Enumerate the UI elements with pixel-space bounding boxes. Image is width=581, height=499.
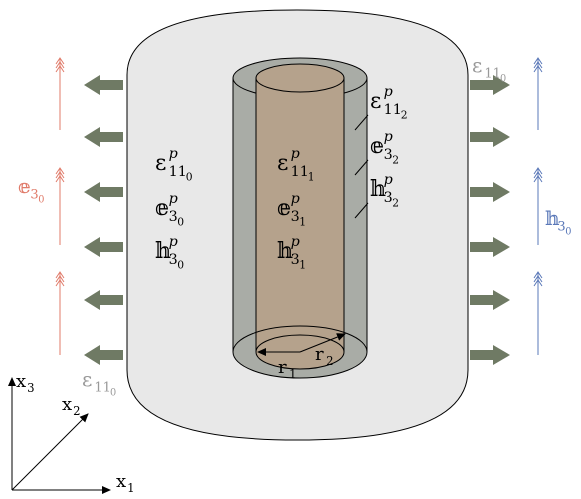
label-base: 𝕖 bbox=[155, 196, 169, 221]
label-base: ε bbox=[472, 53, 482, 77]
label-sup: p bbox=[169, 191, 178, 207]
load-arrow bbox=[470, 290, 510, 310]
label-base: x bbox=[16, 371, 26, 392]
load-arrow bbox=[470, 237, 510, 257]
core-top bbox=[256, 64, 344, 92]
load-arrow bbox=[84, 182, 123, 202]
label-sub: 11 bbox=[291, 164, 309, 180]
label-sup: p bbox=[291, 146, 300, 162]
label-sup: p bbox=[169, 146, 178, 162]
label-sub: 3 bbox=[27, 381, 34, 395]
label-base: r bbox=[278, 357, 287, 378]
label-subsub: 0 bbox=[110, 388, 116, 399]
load-arrow bbox=[470, 127, 510, 147]
label-base: ε bbox=[82, 367, 92, 391]
label-sup: p bbox=[291, 234, 300, 250]
load-arrow bbox=[84, 237, 123, 257]
label-base: x bbox=[116, 471, 126, 492]
load-arrow bbox=[84, 127, 123, 147]
label-subsub: 0 bbox=[177, 259, 184, 272]
label-sup: p bbox=[169, 234, 178, 250]
label-subsub: 0 bbox=[565, 227, 571, 238]
label-sub: 2 bbox=[326, 354, 333, 368]
label-subsub: 1 bbox=[308, 171, 315, 184]
label-base: 𝕖 bbox=[277, 196, 291, 221]
label-subsub: 0 bbox=[500, 74, 506, 85]
label-sub: 2 bbox=[73, 404, 80, 418]
label-sup: p bbox=[384, 172, 393, 188]
load-arrow bbox=[84, 345, 123, 365]
label-sub: 11 bbox=[484, 67, 501, 82]
label-sup: p bbox=[384, 129, 393, 145]
load-arrow bbox=[470, 182, 510, 202]
label-sub: 11 bbox=[94, 381, 111, 396]
label-base: ε bbox=[277, 151, 288, 176]
label-subsub: 0 bbox=[186, 171, 193, 184]
diagram: εp110𝕖p30𝕙p30εp111𝕖p31𝕙p31εp112𝕖p32𝕙p32ε… bbox=[0, 0, 581, 499]
label-base: 𝕖 bbox=[370, 134, 384, 159]
label-subsub: 0 bbox=[177, 216, 184, 229]
label-subsub: 0 bbox=[38, 195, 44, 206]
label-subsub: 2 bbox=[401, 109, 408, 122]
label-base: x bbox=[62, 394, 72, 415]
label-sub: 11 bbox=[384, 102, 402, 118]
label-sub: 1 bbox=[127, 481, 134, 495]
load-arrow bbox=[470, 345, 510, 365]
load-arrow bbox=[84, 290, 123, 310]
label-base: 𝕖 bbox=[18, 174, 31, 198]
label-sup: p bbox=[291, 191, 300, 207]
label-subsub: 2 bbox=[392, 154, 399, 167]
label-sub: 11 bbox=[169, 164, 187, 180]
label-subsub: 2 bbox=[392, 197, 399, 210]
label-subsub: 1 bbox=[299, 259, 306, 272]
label-sub: 1 bbox=[289, 367, 296, 381]
label-base: ε bbox=[370, 89, 381, 114]
label-base: ε bbox=[155, 151, 166, 176]
label-sup: p bbox=[384, 84, 393, 100]
label-subsub: 1 bbox=[299, 216, 306, 229]
label-base: r bbox=[315, 344, 324, 365]
load-arrow bbox=[84, 75, 123, 95]
